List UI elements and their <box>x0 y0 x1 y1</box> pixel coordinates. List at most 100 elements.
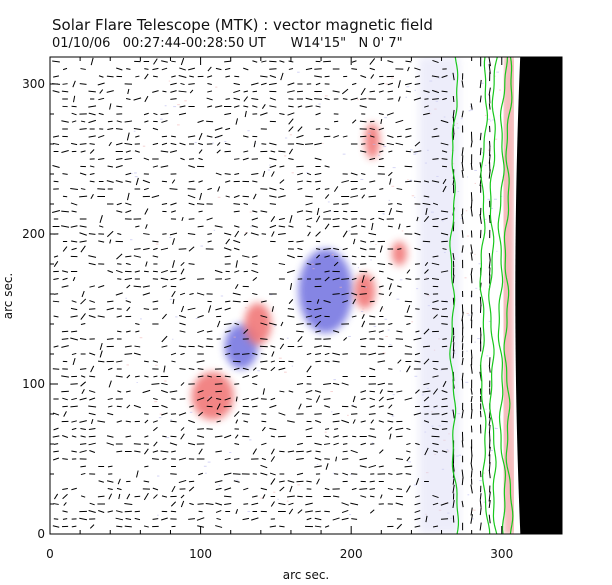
field-vector <box>180 352 185 356</box>
field-vector <box>115 375 123 378</box>
field-vector <box>233 367 240 371</box>
field-vector <box>189 158 195 160</box>
field-vector <box>306 307 312 311</box>
field-vector <box>169 150 177 153</box>
field-vector <box>80 427 86 431</box>
field-vector <box>325 463 329 470</box>
field-vector <box>387 390 394 393</box>
field-vector <box>106 435 114 438</box>
field-vector <box>407 66 410 72</box>
field-vector <box>252 90 258 93</box>
field-vector <box>196 517 205 521</box>
noise-speck <box>322 143 324 145</box>
field-vector <box>395 427 404 431</box>
field-vector <box>332 420 340 423</box>
noise-speck <box>247 130 250 132</box>
field-vector <box>160 165 169 168</box>
field-vector <box>332 217 340 221</box>
field-vector <box>116 487 122 491</box>
field-vector <box>71 397 77 401</box>
field-vector <box>379 188 384 190</box>
field-vector <box>413 180 421 183</box>
field-vector <box>333 186 339 192</box>
field-vector <box>125 202 132 206</box>
noise-speck <box>399 279 403 281</box>
field-vector <box>269 224 277 229</box>
field-vector <box>370 240 375 243</box>
field-vector <box>225 195 230 198</box>
field-vector <box>461 372 464 381</box>
field-vector <box>441 150 448 153</box>
field-vector <box>261 60 267 63</box>
field-vector <box>341 292 349 296</box>
field-vector <box>406 442 411 446</box>
field-vector <box>71 435 77 438</box>
noise-speck <box>406 86 410 88</box>
field-vector <box>135 177 139 186</box>
field-vector <box>81 290 85 298</box>
field-vector <box>279 525 285 528</box>
field-vector <box>378 90 384 93</box>
noise-speck <box>475 287 478 289</box>
field-vector <box>414 495 420 498</box>
noise-speck <box>413 153 417 155</box>
noise-speck <box>392 167 396 169</box>
field-vector <box>432 442 439 446</box>
field-vector <box>170 90 177 93</box>
field-vector <box>488 154 491 164</box>
field-vector <box>216 149 221 154</box>
field-vector <box>441 398 448 400</box>
field-vector <box>314 314 322 319</box>
field-vector <box>287 308 295 310</box>
field-vector <box>233 82 240 86</box>
field-vector <box>261 442 267 446</box>
noise-speck <box>375 244 377 246</box>
field-vector <box>70 225 78 228</box>
field-vector <box>260 464 268 469</box>
field-vector <box>161 335 168 343</box>
field-vector <box>115 269 123 274</box>
field-vector <box>315 215 321 223</box>
field-vector <box>470 395 473 403</box>
field-vector <box>243 96 249 102</box>
field-vector <box>179 67 186 71</box>
x-tick-label: 100 <box>189 547 212 561</box>
field-vector <box>351 292 358 296</box>
field-vector <box>71 420 77 423</box>
field-vector <box>388 473 393 475</box>
field-vector <box>224 457 231 461</box>
chart-subtitle: 01/10/06 00:27:44-00:28:50 UT W14'15" N … <box>52 36 403 51</box>
field-vector <box>215 172 222 176</box>
field-vector <box>324 194 330 199</box>
field-vector <box>207 233 212 235</box>
field-vector <box>172 260 175 268</box>
field-vector <box>368 413 376 415</box>
field-vector <box>369 300 375 303</box>
field-vector <box>178 248 187 250</box>
noise-speck <box>466 312 469 314</box>
field-vector <box>198 210 203 213</box>
field-vector <box>117 232 122 236</box>
field-vector <box>252 276 258 282</box>
field-vector <box>79 83 87 85</box>
field-vector <box>180 500 185 508</box>
field-vector <box>452 409 455 419</box>
field-vector <box>461 440 464 448</box>
field-vector <box>252 180 258 183</box>
field-vector <box>133 352 141 356</box>
field-vector <box>431 135 440 138</box>
noise-speck <box>385 335 388 337</box>
field-vector <box>115 180 123 183</box>
noise-speck <box>490 449 494 451</box>
field-vector <box>406 450 411 453</box>
field-vector <box>179 322 186 326</box>
field-vector <box>125 262 131 266</box>
field-vector <box>361 255 366 258</box>
field-vector <box>135 135 140 138</box>
field-vector <box>116 105 123 108</box>
field-vector <box>153 58 158 65</box>
field-vector <box>232 300 241 303</box>
field-vector <box>234 230 240 238</box>
field-vector <box>296 210 304 213</box>
field-vector <box>225 300 231 303</box>
